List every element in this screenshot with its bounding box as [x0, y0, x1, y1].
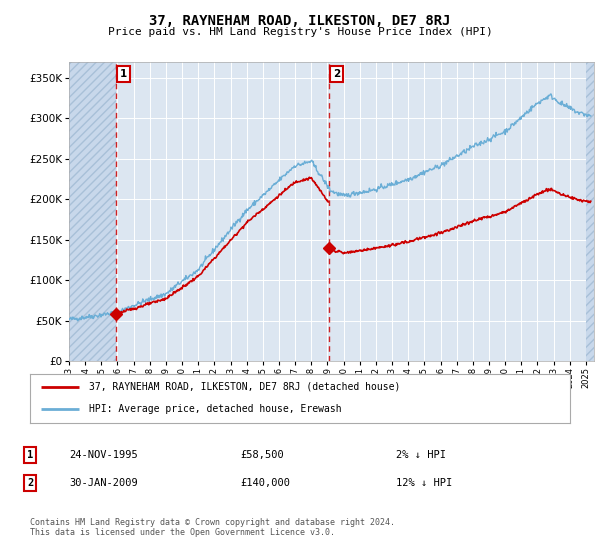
Text: £58,500: £58,500	[240, 450, 284, 460]
Text: 37, RAYNEHAM ROAD, ILKESTON, DE7 8RJ: 37, RAYNEHAM ROAD, ILKESTON, DE7 8RJ	[149, 14, 451, 28]
Text: 24-NOV-1995: 24-NOV-1995	[69, 450, 138, 460]
Text: 37, RAYNEHAM ROAD, ILKESTON, DE7 8RJ (detached house): 37, RAYNEHAM ROAD, ILKESTON, DE7 8RJ (de…	[89, 382, 401, 392]
Text: Contains HM Land Registry data © Crown copyright and database right 2024.
This d: Contains HM Land Registry data © Crown c…	[30, 518, 395, 538]
Text: Price paid vs. HM Land Registry's House Price Index (HPI): Price paid vs. HM Land Registry's House …	[107, 27, 493, 37]
Text: 2: 2	[333, 69, 340, 79]
Text: HPI: Average price, detached house, Erewash: HPI: Average price, detached house, Erew…	[89, 404, 342, 414]
Text: 12% ↓ HPI: 12% ↓ HPI	[396, 478, 452, 488]
Bar	[69, 62, 116, 361]
Text: 30-JAN-2009: 30-JAN-2009	[69, 478, 138, 488]
Text: 2% ↓ HPI: 2% ↓ HPI	[396, 450, 446, 460]
Text: 1: 1	[120, 69, 127, 79]
Text: 2: 2	[27, 478, 33, 488]
Text: £140,000: £140,000	[240, 478, 290, 488]
Bar	[586, 62, 594, 361]
Text: 1: 1	[27, 450, 33, 460]
